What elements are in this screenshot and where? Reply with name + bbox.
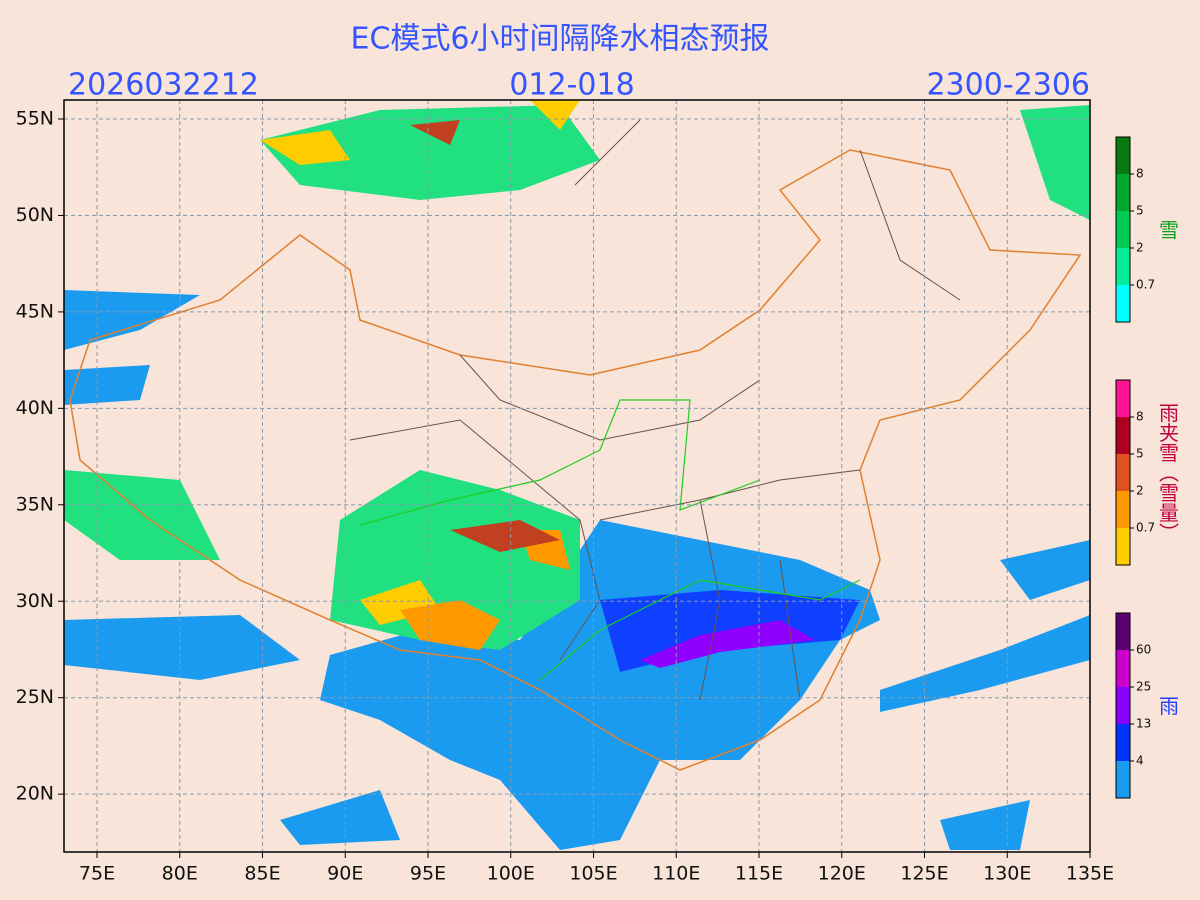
legend-title: 雨夹雪（雪量） xyxy=(1156,403,1180,543)
colorbar-segment xyxy=(1116,211,1130,248)
longitude-label: 120E xyxy=(818,863,866,885)
longitude-label: 75E xyxy=(79,863,115,885)
torrential-rain-area xyxy=(640,620,815,668)
colorbar-label: 0.7 xyxy=(1136,278,1155,292)
longitude-label: 105E xyxy=(569,863,617,885)
latitude-label: 40N xyxy=(16,397,54,419)
init-time: 2026032212 xyxy=(68,68,259,103)
colorbar-frame xyxy=(1115,136,1131,323)
province-border xyxy=(359,399,861,681)
colorbar-frame xyxy=(1115,612,1131,799)
colorbar-segment xyxy=(1116,724,1130,761)
colorbar-label: 60 xyxy=(1136,643,1151,657)
colorbar-segment xyxy=(1116,417,1130,454)
colorbar-segment xyxy=(1116,613,1130,650)
longitude-label: 115E xyxy=(735,863,783,885)
snow-area xyxy=(64,105,1090,650)
longitude-label: 95E xyxy=(410,863,446,885)
plot-frame xyxy=(63,99,1091,853)
colorbar-segment xyxy=(1116,761,1130,798)
colorbar-segment xyxy=(1116,285,1130,322)
colorbar-label: 25 xyxy=(1136,680,1151,694)
map-title: EC模式6小时间隔降水相态预报 xyxy=(351,22,770,57)
colorbar-label: 0.7 xyxy=(1136,521,1155,535)
colorbar-label: 2 xyxy=(1136,241,1144,255)
forecast-hours: 012-018 xyxy=(509,68,634,103)
colorbar-segment xyxy=(1116,528,1130,565)
latitude-label: 55N xyxy=(16,108,54,130)
colorbar-label: 8 xyxy=(1136,167,1144,181)
colorbar-segment xyxy=(1116,650,1130,687)
graticule: 75E 80E 85E 90E 95E 100E 105E 110E 115E 120E 125E 1… xyxy=(16,100,1114,885)
valid-time: 2300-2306 xyxy=(926,68,1090,103)
latitude-label: 35N xyxy=(16,493,54,515)
colorbar-label: 13 xyxy=(1136,717,1151,731)
colorbar-frame xyxy=(1115,379,1131,566)
country-border xyxy=(69,149,1082,771)
colorbar-label: 5 xyxy=(1136,204,1144,218)
longitude-label: 85E xyxy=(244,863,280,885)
longitude-label: 100E xyxy=(487,863,535,885)
colorbar-label: 4 xyxy=(1136,754,1144,768)
sleet-area xyxy=(260,100,580,625)
latitude-label: 30N xyxy=(16,590,54,612)
latitude-label: 50N xyxy=(16,204,54,226)
longitude-label: 90E xyxy=(327,863,363,885)
latitude-label: 25N xyxy=(16,686,54,708)
province-border xyxy=(349,119,961,701)
colorbar-label: 8 xyxy=(1136,410,1144,424)
colorbar-segment xyxy=(1116,137,1130,174)
latitude-label: 20N xyxy=(16,783,54,805)
longitude-label: 125E xyxy=(900,863,948,885)
latitude-label: 45N xyxy=(16,300,54,322)
sleet-area xyxy=(400,530,570,650)
colorbar-segment xyxy=(1116,491,1130,528)
legend-title: 雪 xyxy=(1156,220,1180,240)
longitude-label: 130E xyxy=(983,863,1031,885)
colorbar-segment xyxy=(1116,174,1130,211)
colorbar-label: 2 xyxy=(1136,484,1144,498)
colorbar-segment xyxy=(1116,380,1130,417)
colorbar-segment xyxy=(1116,454,1130,491)
map-layers xyxy=(64,100,1090,850)
longitude-label: 80E xyxy=(162,863,198,885)
colorbar-segment xyxy=(1116,687,1130,724)
colorbar-segment xyxy=(1116,248,1130,285)
longitude-label: 110E xyxy=(652,863,700,885)
longitude-label: 135E xyxy=(1066,863,1114,885)
colorbar-label: 5 xyxy=(1136,447,1144,461)
legend-title: 雨 xyxy=(1156,696,1180,716)
